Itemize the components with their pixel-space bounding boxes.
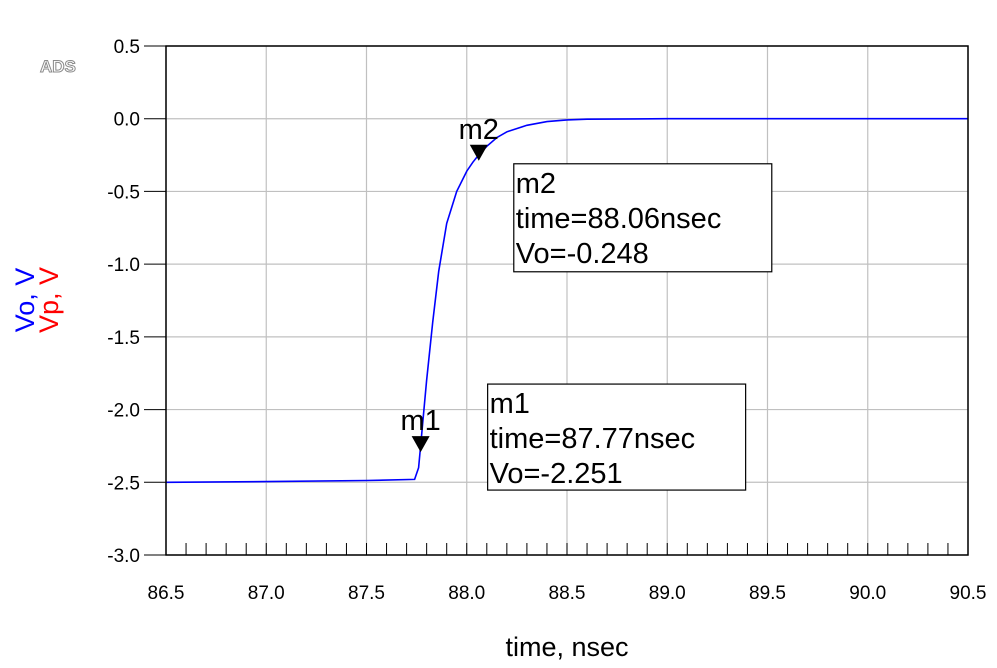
plot-frame bbox=[165, 45, 969, 556]
y-tick-label: 0.0 bbox=[114, 110, 140, 131]
x-axis-ticks: 86.5 87.0 87.5 88.0 88.5 89.0 89.5 90.0 90.5 bbox=[148, 543, 987, 604]
x-tick-label: 90.0 bbox=[849, 583, 886, 604]
x-tick-label: 90.5 bbox=[950, 583, 987, 604]
x-tick-label: 88.0 bbox=[448, 583, 485, 604]
series-line-vo bbox=[165, 117, 968, 484]
y-axis-label-part: Vp, V bbox=[34, 267, 64, 333]
y-tick-label: -3.0 bbox=[107, 546, 140, 567]
marker-readout-line: time=87.77nsec bbox=[490, 423, 696, 455]
marker-readout-line: Vo=-2.251 bbox=[490, 458, 623, 490]
marker-triangle-icon bbox=[469, 144, 488, 161]
marker-readout-line: time=88.06nsec bbox=[516, 203, 722, 235]
marker-readout-line: m1 bbox=[490, 388, 530, 420]
marker-triangle-icon bbox=[411, 436, 430, 453]
y-tick-label: -2.0 bbox=[107, 401, 140, 422]
marker-label: m2 bbox=[459, 114, 499, 146]
x-tick-label: 88.5 bbox=[549, 583, 586, 604]
y-axis-label: Vo, VVp, V bbox=[10, 267, 64, 333]
x-tick-label: 89.0 bbox=[649, 583, 686, 604]
y-tick-label: -1.0 bbox=[107, 255, 140, 276]
x-tick-label: 89.5 bbox=[749, 583, 786, 604]
markers-layer: m1m1time=87.77nsecVo=-2.251m2m2time=88.0… bbox=[400, 114, 773, 491]
ads-logo: ADS bbox=[40, 57, 76, 76]
y-axis-ticks: 0.5 0.0 -0.5 -1.0 -1.5 -2.0 -2.5 -3.0 bbox=[107, 37, 166, 567]
marker-readout-line: m2 bbox=[516, 168, 556, 200]
y-tick-label: -2.5 bbox=[107, 473, 140, 494]
x-tick-label: 87.0 bbox=[248, 583, 285, 604]
y-axis-label-part: Vo, V bbox=[10, 268, 40, 333]
x-tick-label: 86.5 bbox=[148, 583, 185, 604]
x-tick-label: 87.5 bbox=[348, 583, 385, 604]
series-layer bbox=[165, 117, 968, 484]
x-axis-label: time, nsec bbox=[505, 632, 628, 662]
y-tick-label: 0.5 bbox=[114, 37, 140, 58]
marker-label: m1 bbox=[400, 405, 440, 437]
marker-readout-box bbox=[513, 163, 773, 273]
marker-readout-line: Vo=-0.248 bbox=[516, 238, 649, 270]
y-tick-label: -1.5 bbox=[107, 328, 140, 349]
marker-readout-box bbox=[487, 383, 747, 491]
y-axis-label-text: Vo, VVp, V bbox=[10, 267, 64, 333]
y-tick-label: -0.5 bbox=[107, 182, 140, 203]
